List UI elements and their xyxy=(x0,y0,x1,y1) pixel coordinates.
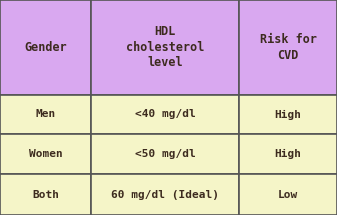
Bar xyxy=(239,0,337,95)
Bar xyxy=(239,174,337,215)
Text: Gender: Gender xyxy=(24,41,67,54)
Bar xyxy=(0,0,91,95)
Text: Women: Women xyxy=(29,149,62,159)
Bar xyxy=(0,174,91,215)
Text: <40 mg/dl: <40 mg/dl xyxy=(135,109,195,120)
Text: High: High xyxy=(275,109,302,120)
Bar xyxy=(91,0,239,95)
Text: 60 mg/dl (Ideal): 60 mg/dl (Ideal) xyxy=(111,190,219,200)
Bar xyxy=(91,95,239,134)
Text: High: High xyxy=(275,149,302,159)
Bar xyxy=(91,174,239,215)
Bar xyxy=(0,95,91,134)
Text: Low: Low xyxy=(278,190,298,200)
Text: Risk for
CVD: Risk for CVD xyxy=(259,33,317,61)
Bar xyxy=(239,95,337,134)
Bar xyxy=(239,134,337,174)
Text: Both: Both xyxy=(32,190,59,200)
Text: Men: Men xyxy=(35,109,56,120)
Bar xyxy=(0,134,91,174)
Text: <50 mg/dl: <50 mg/dl xyxy=(135,149,195,159)
Bar xyxy=(91,134,239,174)
Text: HDL
cholesterol
level: HDL cholesterol level xyxy=(126,25,204,69)
